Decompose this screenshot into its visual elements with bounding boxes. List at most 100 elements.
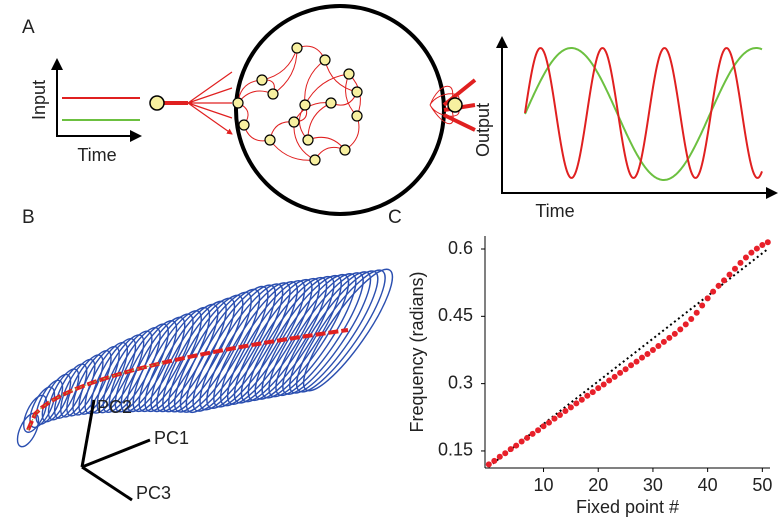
trajectory-loop	[240, 276, 328, 403]
data-point	[546, 419, 553, 426]
neuron	[256, 74, 268, 86]
trajectory-loop	[168, 294, 244, 413]
trajectory-loop	[296, 269, 386, 393]
trajectory-loop	[138, 310, 202, 413]
trajectory-loop	[185, 285, 269, 414]
data-point	[688, 316, 695, 323]
y-tick-label: 0.3	[448, 372, 473, 392]
trajectory-loop	[206, 282, 291, 409]
data-point	[491, 457, 498, 464]
trajectory-loop	[268, 273, 357, 398]
neuron	[238, 119, 250, 131]
data-point	[573, 400, 580, 407]
data-point	[535, 427, 542, 434]
data-point	[682, 321, 689, 328]
x-tick-label: 50	[752, 475, 772, 495]
neuron	[302, 134, 314, 146]
data-point	[524, 434, 531, 441]
axis-label: Time	[535, 201, 574, 221]
data-point	[655, 342, 662, 349]
data-point	[759, 241, 766, 248]
x-axis-label: Fixed point #	[576, 497, 679, 517]
neuron	[351, 110, 363, 122]
data-point	[742, 254, 749, 261]
trajectory-loop	[247, 275, 335, 402]
y-tick-label: 0.45	[438, 305, 473, 325]
trajectory-loop	[192, 284, 276, 412]
data-point	[649, 346, 656, 353]
neuron	[351, 86, 363, 98]
data-point	[693, 309, 700, 316]
neuron	[267, 88, 279, 100]
trajectory-loop	[41, 373, 72, 423]
trajectory-loop	[173, 291, 252, 413]
data-point	[699, 302, 706, 309]
data-point	[764, 239, 771, 246]
trajectory-loop	[282, 271, 372, 395]
trajectory-loop	[199, 283, 284, 411]
pc-label: PC3	[136, 483, 171, 503]
data-point	[726, 271, 733, 278]
data-point	[507, 446, 514, 453]
y-tick-label: 0.15	[438, 440, 473, 460]
data-point	[551, 415, 558, 422]
neuron	[299, 99, 311, 111]
neuron	[232, 97, 244, 109]
trajectory-loop	[126, 316, 186, 413]
data-point	[666, 334, 673, 341]
pc-axes: PC2 PC1 PC3	[80, 397, 189, 503]
y-axis-label: Frequency (radians)	[407, 271, 427, 432]
trajectory-loop	[213, 281, 298, 408]
data-point	[502, 450, 509, 457]
data-point	[633, 358, 640, 365]
data-point	[485, 461, 492, 468]
data-point	[611, 373, 618, 380]
trajectory-loop	[162, 297, 236, 413]
x-tick-label: 40	[698, 475, 718, 495]
input-plot: Input Time	[29, 58, 142, 165]
axis-label: Output	[473, 103, 493, 157]
pc-label: PC1	[154, 428, 189, 448]
data-point	[737, 259, 744, 266]
panel-label: B	[22, 207, 35, 228]
neuron	[288, 116, 300, 128]
data-point	[513, 442, 520, 449]
data-point	[748, 249, 755, 256]
data-point	[660, 338, 667, 345]
scatter-chart: 0.15 0.3 0.45 0.6 10 20 30 40 50 Fixed point # Fre…	[407, 236, 772, 517]
neuron	[325, 97, 337, 109]
trajectory-loop	[90, 337, 137, 414]
x-tick-label: 10	[534, 475, 554, 495]
data-point	[578, 396, 585, 403]
data-point	[567, 404, 574, 411]
data-point	[622, 366, 629, 373]
data-point	[562, 408, 569, 415]
data-point	[584, 392, 591, 399]
trajectory-loop	[302, 268, 394, 392]
trajectory-loop	[132, 313, 194, 413]
trajectory-loop	[120, 320, 178, 413]
trajectory-loop	[84, 341, 128, 415]
trajectory-loop	[72, 349, 112, 416]
trajectory-loop	[289, 270, 379, 394]
data-point	[518, 438, 525, 445]
output-signal	[524, 47, 763, 181]
network-diagram	[149, 4, 477, 216]
data-point	[600, 381, 607, 388]
trajectory-loop	[220, 280, 306, 407]
data-point	[496, 453, 503, 460]
trajectory-loop	[179, 288, 261, 413]
data-point	[556, 412, 563, 419]
trajectory-loop	[78, 345, 120, 415]
data-point	[753, 245, 760, 252]
data-point	[628, 362, 635, 369]
data-point	[595, 385, 602, 392]
data-point	[671, 330, 678, 337]
reference-line	[488, 248, 769, 468]
data-point	[617, 369, 624, 376]
data-point	[529, 430, 536, 437]
output-plot: Output Time	[473, 36, 778, 221]
x-tick-label: 20	[588, 475, 608, 495]
trajectory-loop	[114, 323, 169, 413]
